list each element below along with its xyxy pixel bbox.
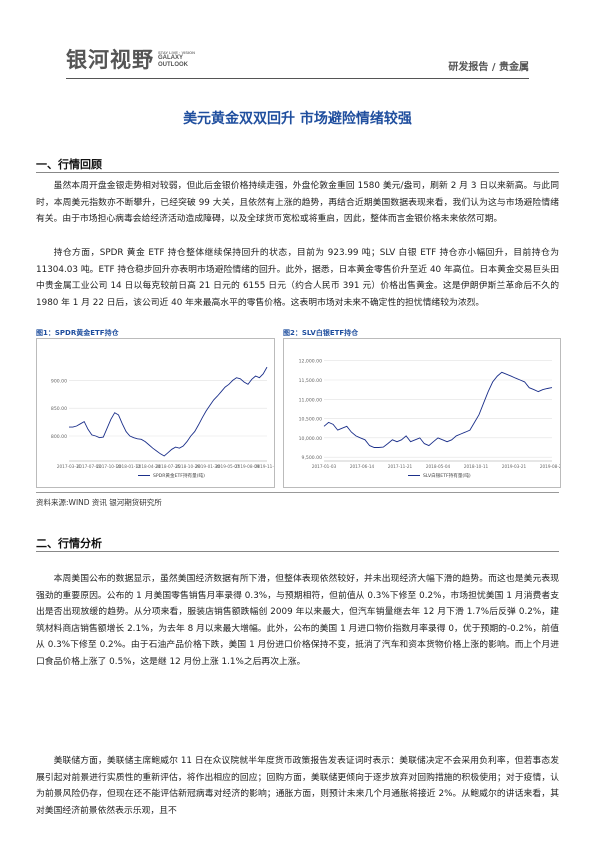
x-tick-label: 2017-11-21	[388, 464, 413, 469]
source-note: 资料来源:WIND 资讯 银河期货研究所	[36, 498, 162, 507]
y-tick-label: 11,000.00	[299, 397, 322, 403]
section-heading-review: 一、行情回顾	[36, 158, 102, 171]
figure-1-caption: 图1：SPDR黄金ETF持仓	[36, 329, 119, 337]
paragraph-analysis-1: 本周美国公布的数据显示，虽然美国经济数据有所下滑，但整体表现依然较好，并未出现经…	[36, 574, 559, 667]
logo-text-en: STAY LIVE · VISION GALAXY OUTLOOK	[158, 49, 196, 68]
page-title: 美元黄金双双回升 市场避险情绪较强	[183, 111, 412, 127]
x-tick-label: 2019-03-21	[502, 464, 527, 469]
x-tick-label: 2017-06-14	[350, 464, 375, 469]
paragraph-review-1: 虽然本周开盘金银走势相对较弱，但此后金银价格持续走强，外盘伦敦金重回 1580 …	[36, 181, 559, 225]
x-tick-label: 2018-01-12	[116, 464, 141, 469]
y-tick-label: 10,500.00	[299, 417, 322, 423]
legend-label: SLV白银ETF持有量(吨)	[423, 472, 471, 479]
x-tick-label: 2017-01-03	[312, 464, 337, 469]
series-line	[69, 366, 268, 457]
y-tick-label: 12,000.00	[299, 359, 322, 365]
figure-2-frame: 12,000.00 11,500.00 11,000.00 10,500.00 10,0…	[283, 338, 565, 488]
source-divider	[36, 492, 559, 493]
section-divider	[36, 551, 559, 552]
figure-1-frame: 900.00 850.00 800.00 2017-03-31 2017-07-03 20…	[36, 338, 279, 488]
x-tick-label: 2018-10-29	[176, 464, 201, 469]
slv-silver-etf-chart: 12,000.00 11,500.00 11,000.00 10,500.00 10,0…	[299, 359, 565, 479]
x-tick-label: 2017-07-03	[77, 464, 102, 469]
series-line	[323, 371, 553, 448]
x-tick-label: 2019-11-13	[255, 464, 274, 469]
y-tick-label: 10,000.00	[299, 436, 322, 442]
y-tick-label: 900.00	[51, 378, 67, 384]
legend-label: SPDR黄金ETF持有量(吨)	[153, 472, 205, 479]
figure-2-caption: 图2：SLV白银ETF持仓	[283, 329, 359, 337]
logo-text-cn: 银河视野	[66, 48, 154, 72]
x-tick-label: 2017-10-10	[96, 464, 121, 469]
y-tick-label: 9,500.00	[302, 455, 323, 461]
section-heading-analysis: 二、行情分析	[36, 537, 102, 550]
y-tick-label: 800.00	[51, 434, 67, 440]
x-tick-label: 2019-05-07	[215, 464, 240, 469]
x-tick-label: 2017-03-31	[57, 464, 82, 469]
paragraph-analysis-2: 美联储方面，美联储主席鲍威尔 11 日在众议院就半年度货币政策报告发表证词时表示…	[36, 756, 559, 816]
report-category: 研发报告 / 贵金属	[448, 62, 529, 73]
y-tick-label: 11,500.00	[299, 378, 322, 384]
section-divider	[36, 172, 559, 173]
x-tick-label: 2019-08-09	[235, 464, 260, 469]
header-divider	[66, 78, 529, 79]
paragraph-review-2: 持仓方面，SPDR 黄金 ETF 持仓整体继续保持回升的状态，目前为 923.9…	[36, 248, 559, 308]
x-tick-label: 2018-04-20	[136, 464, 161, 469]
x-tick-label: 2019-01-30	[195, 464, 220, 469]
logo: 银河视野 STAY LIVE · VISION GALAXY OUTLOOK	[66, 44, 195, 74]
x-tick-label: 2018-07-25	[156, 464, 181, 469]
x-tick-label: 2018-10-11	[464, 464, 489, 469]
spdr-gold-etf-chart: 900.00850.00800.002017-03-312017-07-0320…	[51, 366, 279, 479]
y-tick-label: 850.00	[51, 406, 67, 412]
x-tick-label: 2018-05-04	[426, 464, 451, 469]
x-tick-label: 2019-08-29	[540, 464, 560, 469]
